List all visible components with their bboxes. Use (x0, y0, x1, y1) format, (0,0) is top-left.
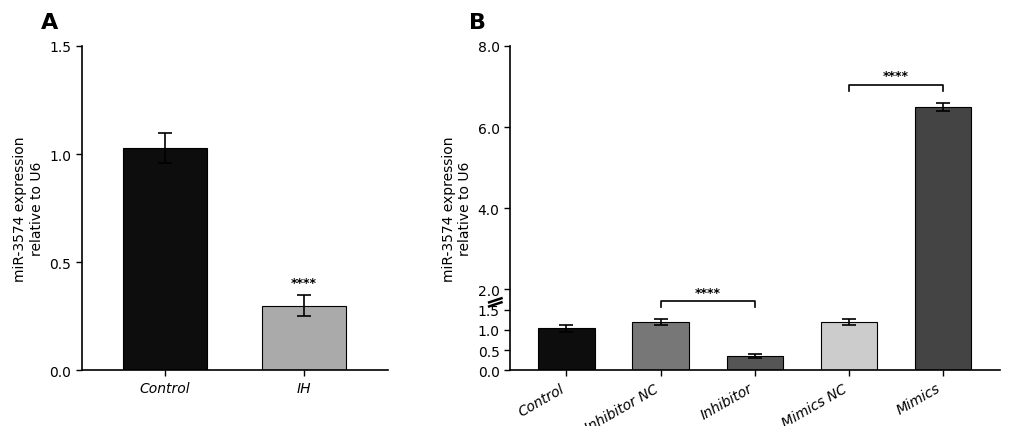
Y-axis label: miR-3574 expression
relative to U6: miR-3574 expression relative to U6 (441, 136, 472, 281)
Bar (820, 322, 876, 371)
Text: ****: **** (694, 286, 720, 299)
Text: ****: **** (882, 70, 908, 83)
Bar (262, 306, 345, 371)
Bar (726, 356, 783, 371)
Bar (538, 328, 594, 371)
Text: ****: **** (290, 277, 317, 290)
Y-axis label: miR-3574 expression
relative to U6: miR-3574 expression relative to U6 (13, 136, 44, 281)
Bar (123, 148, 207, 371)
Text: B: B (469, 13, 486, 33)
Bar (914, 107, 970, 371)
Bar (632, 322, 688, 371)
Text: A: A (41, 13, 58, 33)
